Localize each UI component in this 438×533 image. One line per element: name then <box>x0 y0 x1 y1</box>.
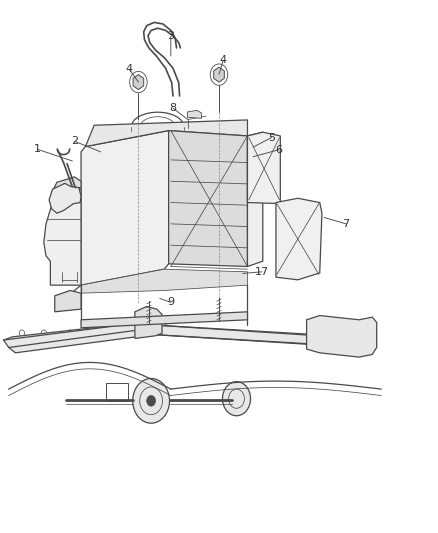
Text: 8: 8 <box>170 103 177 113</box>
Polygon shape <box>52 177 81 205</box>
Text: 9: 9 <box>167 297 174 307</box>
Polygon shape <box>247 132 263 266</box>
Polygon shape <box>155 325 372 348</box>
Text: 4: 4 <box>126 64 133 74</box>
Polygon shape <box>247 132 280 204</box>
Polygon shape <box>133 75 144 90</box>
Polygon shape <box>214 67 224 82</box>
Circle shape <box>223 382 251 416</box>
Text: 2: 2 <box>71 136 78 146</box>
Polygon shape <box>81 269 247 293</box>
Polygon shape <box>81 131 169 285</box>
Polygon shape <box>135 306 162 338</box>
Text: 7: 7 <box>343 219 350 229</box>
Text: 1: 1 <box>34 144 41 154</box>
Polygon shape <box>276 198 322 280</box>
Circle shape <box>133 378 170 423</box>
Text: 3: 3 <box>167 31 174 41</box>
Polygon shape <box>55 290 81 312</box>
Polygon shape <box>81 312 247 328</box>
Polygon shape <box>85 120 247 147</box>
Polygon shape <box>44 188 81 285</box>
Text: 4: 4 <box>220 55 227 65</box>
Text: 6: 6 <box>275 145 282 155</box>
Polygon shape <box>4 320 166 353</box>
Polygon shape <box>307 316 377 357</box>
Polygon shape <box>49 183 81 213</box>
Text: 17: 17 <box>255 267 269 277</box>
Circle shape <box>147 395 155 406</box>
Polygon shape <box>169 131 247 266</box>
Text: 5: 5 <box>268 133 275 142</box>
Polygon shape <box>187 110 201 118</box>
